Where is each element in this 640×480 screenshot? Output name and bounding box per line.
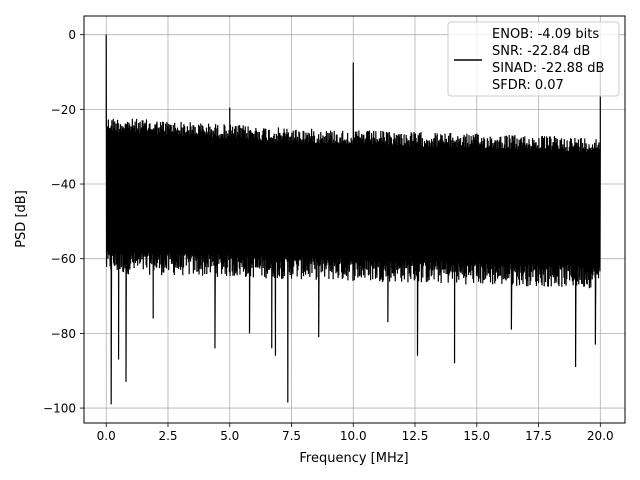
x-tick-label: 2.5 — [158, 429, 177, 443]
legend-entry-snr: SNR: -22.84 dB — [492, 44, 590, 59]
x-tick-label: 5.0 — [220, 429, 239, 443]
x-tick-label: 0.0 — [97, 429, 116, 443]
x-tick-label: 20.0 — [587, 429, 614, 443]
y-tick-label: −100 — [43, 402, 76, 416]
y-tick-label: −80 — [51, 327, 76, 341]
legend: ENOB: -4.09 bits SNR: -22.84 dB SINAD: -… — [447, 21, 620, 97]
x-tick-label: 7.5 — [282, 429, 301, 443]
y-tick-label: 0 — [68, 28, 76, 42]
x-tick-label: 12.5 — [402, 429, 429, 443]
y-axis-ticks: 0 −20 −40 −60 −80 −100 — [43, 28, 84, 416]
y-axis-label: PSD [dB] — [14, 190, 29, 248]
x-axis-ticks: 0.0 2.5 5.0 7.5 10.0 12.5 15.0 17.5 20.0 — [97, 423, 614, 443]
psd-line — [105, 34, 601, 405]
series-layer — [105, 34, 601, 405]
legend-box — [447, 21, 620, 97]
x-tick-label: 10.0 — [340, 429, 367, 443]
y-tick-label: −40 — [51, 178, 76, 192]
y-tick-label: −20 — [51, 103, 76, 117]
x-tick-label: 15.0 — [463, 429, 490, 443]
legend-entry-sinad: SINAD: -22.88 dB — [492, 61, 604, 76]
x-axis-label: Frequency [MHz] — [299, 451, 408, 466]
legend-entry-sfdr: SFDR: 0.07 — [492, 78, 564, 93]
y-tick-label: −60 — [51, 252, 76, 266]
plot-frame — [83, 15, 626, 424]
x-tick-label: 17.5 — [525, 429, 552, 443]
legend-entry-enob: ENOB: -4.09 bits — [492, 27, 599, 42]
